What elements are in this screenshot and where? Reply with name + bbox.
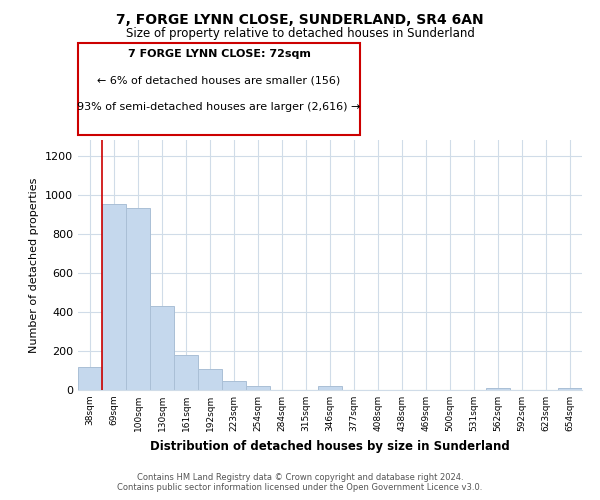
Text: 93% of semi-detached houses are larger (2,616) →: 93% of semi-detached houses are larger (… xyxy=(77,102,361,112)
Text: Size of property relative to detached houses in Sunderland: Size of property relative to detached ho… xyxy=(125,28,475,40)
Y-axis label: Number of detached properties: Number of detached properties xyxy=(29,178,40,352)
Bar xyxy=(486,388,510,390)
Bar xyxy=(222,380,246,390)
Bar xyxy=(318,386,342,390)
Bar xyxy=(78,366,102,390)
Text: Contains HM Land Registry data © Crown copyright and database right 2024.
Contai: Contains HM Land Registry data © Crown c… xyxy=(118,473,482,492)
Text: 7 FORGE LYNN CLOSE: 72sqm: 7 FORGE LYNN CLOSE: 72sqm xyxy=(128,49,310,59)
X-axis label: Distribution of detached houses by size in Sunderland: Distribution of detached houses by size … xyxy=(150,440,510,452)
Bar xyxy=(102,204,126,390)
Bar xyxy=(126,208,150,390)
Bar xyxy=(198,368,222,390)
Text: 7, FORGE LYNN CLOSE, SUNDERLAND, SR4 6AN: 7, FORGE LYNN CLOSE, SUNDERLAND, SR4 6AN xyxy=(116,12,484,26)
Bar xyxy=(150,306,174,390)
Bar xyxy=(558,388,582,390)
Bar xyxy=(246,386,270,390)
Text: ← 6% of detached houses are smaller (156): ← 6% of detached houses are smaller (156… xyxy=(97,76,341,86)
Bar xyxy=(174,355,198,390)
